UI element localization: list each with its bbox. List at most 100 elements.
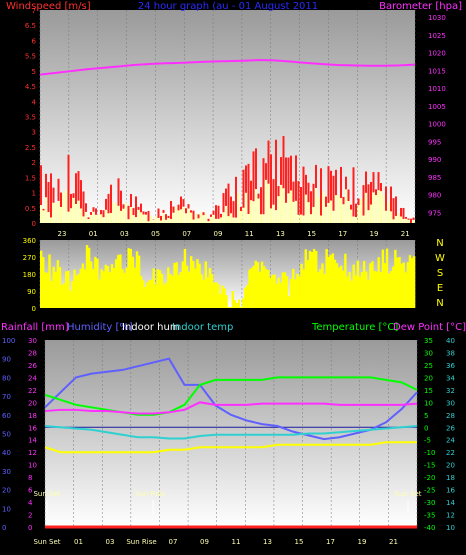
- windspeed-tick: 0.5: [25, 205, 36, 213]
- wind-direction-bar: [190, 256, 193, 308]
- wind-direction-bar: [379, 272, 382, 308]
- time-tick: 23: [58, 230, 67, 238]
- rainfall-tick: 20: [28, 399, 37, 407]
- wind-direction-bar: [148, 280, 151, 308]
- wind-direction-bar: [400, 263, 403, 308]
- windspeed-bar: [407, 219, 410, 223]
- windspeed-bar: [90, 214, 92, 223]
- wind-direction-bar: [137, 255, 141, 308]
- windspeed-tick: 1.5: [25, 174, 36, 182]
- gust-bar: [385, 186, 387, 223]
- wind-direction-bar: [179, 272, 182, 308]
- windspeed-bar: [227, 216, 230, 223]
- windspeed-bar: [225, 205, 227, 223]
- wind-direction-bar: [115, 259, 118, 308]
- indoor-tick: 34: [446, 374, 455, 382]
- gust-bar: [80, 180, 82, 223]
- windspeed-bar: [325, 206, 327, 223]
- windspeed-bar: [360, 198, 362, 223]
- wind-direction-bar: [208, 268, 212, 308]
- gust-bar: [217, 205, 220, 223]
- windspeed-bar: [345, 189, 347, 223]
- temperature-tick: 5: [424, 412, 428, 420]
- gust-bar: [295, 155, 297, 223]
- windspeed-bar: [122, 208, 125, 223]
- wind-direction-bar: [304, 249, 307, 308]
- gust-bar: [260, 187, 262, 223]
- wind-direction-bar: [308, 250, 312, 308]
- gust-bar: [270, 154, 272, 223]
- wind-direction-bar: [265, 269, 268, 308]
- wind-direction-bar: [154, 284, 157, 308]
- gust-bar: [57, 178, 60, 223]
- indoor-tick: 24: [446, 437, 455, 445]
- windspeed-bar: [197, 218, 200, 223]
- wind-direction-bar: [373, 270, 376, 308]
- windspeed-bar: [67, 211, 70, 223]
- windspeed-bar: [112, 202, 115, 223]
- temperature-tick-labels: 1009080706050403020100302826242220181614…: [2, 337, 455, 532]
- gust-bar: [272, 179, 275, 223]
- wind-direction-bar: [173, 262, 176, 308]
- humidity-tick: 10: [2, 505, 11, 513]
- windspeed-bar: [350, 209, 352, 223]
- gust-bar: [332, 175, 335, 223]
- windspeed-tick: 2: [32, 159, 36, 167]
- wind-direction-bar: [298, 276, 301, 308]
- wind-direction-bar: [331, 253, 335, 308]
- windspeed-bar: [40, 205, 42, 223]
- wind-direction-bar: [146, 282, 149, 308]
- gust-bar: [340, 166, 342, 223]
- wind-direction-bar: [206, 277, 210, 308]
- barometer-tick: 1020: [428, 50, 446, 58]
- wind-direction-bar: [277, 277, 280, 308]
- chart-title: 24 hour graph (au - 01 August 2011: [138, 1, 318, 12]
- wind-direction-bar: [248, 269, 251, 308]
- rainfall-tick: 30: [28, 337, 37, 345]
- windspeed-bar: [172, 212, 175, 223]
- gust-bar: [410, 218, 412, 223]
- temperature-tick: -35: [424, 512, 435, 520]
- temperature-tick: -10: [424, 449, 435, 457]
- windspeed-bar: [52, 202, 55, 223]
- legend-dew-point: Dew Point [°C]: [393, 322, 466, 333]
- temperature-tick: 0: [424, 424, 428, 432]
- wind-direction-bar: [40, 250, 43, 308]
- wind-direction-bar: [71, 281, 74, 308]
- wind-direction-bar: [54, 271, 57, 308]
- gust-bar: [390, 186, 392, 223]
- windspeed-bar: [72, 197, 75, 223]
- temperature-tick: 10: [424, 399, 433, 407]
- windspeed-bar: [395, 215, 397, 223]
- wind-direction-bar: [335, 263, 339, 308]
- windspeed-bar: [200, 212, 202, 223]
- time-tick: 03: [106, 538, 115, 546]
- windspeed-bar: [65, 190, 67, 223]
- temperature-tick: -5: [424, 437, 431, 445]
- windspeed-bars: [40, 179, 415, 223]
- wind-direction-bar: [198, 263, 201, 308]
- windspeed-bar: [107, 213, 110, 223]
- windspeed-bar: [175, 207, 177, 223]
- wind-direction-bar: [192, 260, 195, 308]
- windspeed-bar: [397, 213, 400, 223]
- windspeed-bar: [180, 209, 182, 223]
- wind-direction-bar: [285, 276, 289, 308]
- gust-bar: [120, 190, 122, 223]
- gust-bar: [77, 171, 80, 223]
- wind-direction-bar: [131, 256, 135, 308]
- wind-direction-bar: [231, 291, 235, 308]
- humidity-tick: 90: [2, 356, 11, 364]
- wind-direction-bar: [150, 279, 153, 308]
- wind-direction-bar: [360, 272, 364, 308]
- windspeed-bar: [337, 194, 340, 223]
- gust-bar: [67, 154, 70, 223]
- wind-direction-bar: [83, 269, 87, 308]
- wind-direction-bar: [46, 272, 49, 308]
- windspeed-bar: [362, 215, 365, 223]
- windspeed-bar: [210, 216, 212, 223]
- windspeed-bar: [320, 215, 322, 223]
- windspeed-bar: [177, 210, 180, 223]
- wind-direction-bar: [229, 307, 232, 308]
- gust-bar: [82, 191, 85, 223]
